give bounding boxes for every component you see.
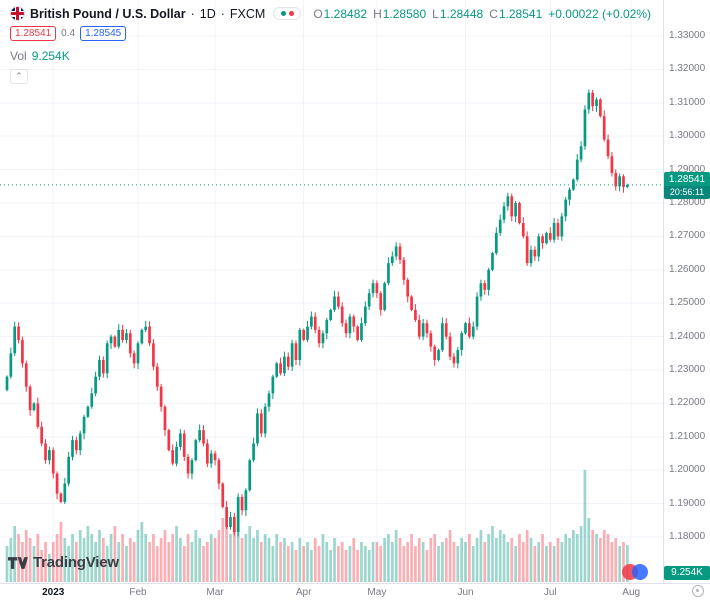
price-tick-label: 1.30000 [669,130,706,142]
separator-dot: · [220,6,225,21]
time-tick-label: Aug [622,587,641,598]
market-status-toggle[interactable] [273,7,302,20]
bar-countdown: 20:56:11 [664,186,710,199]
time-tick-label: Feb [129,587,147,598]
status-dot-icon [288,11,294,16]
price-tick-label: 1.22000 [669,397,706,409]
price-tick-label: 1.28000 [669,197,706,208]
price-axis[interactable]: 1.33000 1.32000 1.31000 1.30000 1.29000 1.280… [663,0,710,583]
time-tick-label: Jul [543,587,557,598]
price-tick-label: 1.23000 [669,364,706,375]
volume-value: 9.254K [31,49,70,63]
time-tick-label: 2023 [42,587,65,598]
price-tick-label: 1.25000 [669,297,706,309]
high-value: 1.28580 [382,6,427,21]
tradingview-logo[interactable]: TradingView [8,554,119,571]
bid-button[interactable]: 1.28541 [10,26,57,41]
separator-dot: · [190,6,195,21]
price-tick-label: 1.27000 [669,230,706,242]
price-tick-label: 1.20000 [669,464,706,476]
tradingview-mark-icon [8,556,28,569]
price-tick-label: 1.18000 [669,531,706,542]
candlestick-chart[interactable] [0,0,663,583]
time-tick-label: Apr [295,587,312,598]
status-dot-icon [280,11,286,16]
price-tick-label: 1.21000 [669,430,706,442]
open-value: 1.28482 [323,6,368,21]
interval-label[interactable]: 1D [199,6,216,21]
low-label: L [432,6,439,21]
price-tick-label: 1.31000 [669,96,706,108]
close-value: 1.28541 [498,6,543,21]
close-label: C [489,6,498,21]
exchange-label[interactable]: FXCM [229,6,266,21]
tradingview-wordmark: TradingView [33,554,119,571]
current-price-value: 1.28541 [664,172,710,186]
time-tick-label: Mar [206,587,224,598]
low-value: 1.28448 [439,6,484,21]
price-tick-label: 1.26000 [669,263,706,275]
volume-axis-badge: 9.254K [664,566,710,580]
time-axis[interactable]: 2023 Feb Mar Apr May Jun Jul Aug [0,583,710,600]
price-tick-label: 1.24000 [669,330,706,342]
volume-readout: Vol 9.254K [10,49,651,63]
high-label: H [373,6,382,21]
gbp-flag-icon [10,6,25,21]
current-price-badge: 1.28541 20:56:11 [664,172,710,199]
collapse-legend-button[interactable]: ⌃ [10,69,28,84]
spread-value: 0.4 [61,28,76,39]
broker-logo-icon[interactable] [622,563,656,581]
price-tick-label: 1.29000 [669,163,706,175]
ask-button[interactable]: 1.28545 [80,26,127,41]
time-tick-label: Jun [457,587,474,598]
chart-legend: British Pound / U.S. Dollar · 1D · FXCM … [10,6,651,84]
open-label: O [313,6,323,21]
time-tick-label: May [367,587,387,598]
price-tick-label: 1.33000 [669,30,706,41]
price-tick-label: 1.32000 [669,63,706,75]
price-tick-label: 1.19000 [669,497,706,509]
change-value: +0.00022 (+0.02%) [548,6,652,21]
volume-label: Vol [10,49,27,63]
ohlc-readout: O1.28482 H1.28580 L1.28448 C1.28541 +0.0… [313,7,651,21]
symbol-title[interactable]: British Pound / U.S. Dollar [30,6,186,21]
scale-settings-icon[interactable] [692,585,704,597]
